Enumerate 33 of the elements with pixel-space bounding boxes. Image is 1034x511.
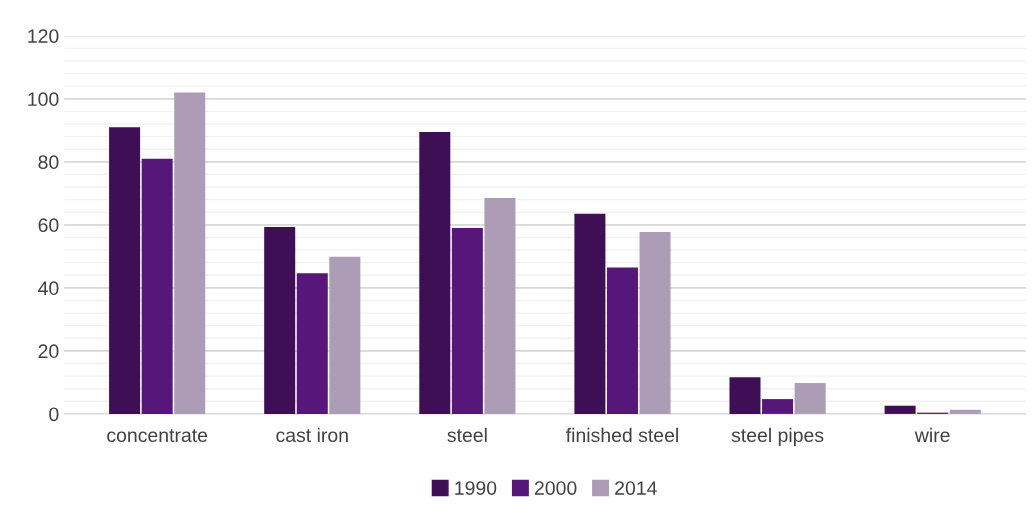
bar: [574, 213, 606, 414]
bar: [264, 227, 296, 414]
y-tick-label: 100: [28, 92, 59, 107]
bar: [729, 377, 761, 414]
y-tick-label: 20: [38, 344, 59, 359]
bar: [141, 158, 173, 414]
legend-label: 1990: [455, 481, 497, 495]
bar: [484, 198, 516, 414]
x-tick-label: finished steel: [566, 427, 678, 443]
y-tick-label: 80: [38, 155, 59, 170]
y-tick-label: 40: [38, 281, 59, 296]
bar: [109, 127, 141, 414]
y-tick-label: 120: [28, 29, 59, 44]
y-tick-label: 0: [49, 407, 59, 422]
bar: [329, 256, 361, 414]
legend-label: 2014: [615, 481, 657, 495]
x-tick-label: wire: [914, 427, 950, 443]
legend-label: 2000: [534, 481, 577, 495]
bar: [174, 92, 206, 414]
bar: [451, 227, 483, 414]
bar: [884, 405, 916, 414]
x-tick-label: steel: [447, 427, 487, 443]
bar: [419, 131, 451, 414]
bar: [296, 273, 328, 414]
x-tick-label: cast iron: [276, 427, 348, 443]
bar: [794, 383, 826, 414]
y-tick-label: 60: [38, 218, 59, 233]
bar: [949, 409, 981, 414]
bar: [762, 399, 794, 414]
bar: [606, 267, 638, 414]
bar: [639, 232, 671, 414]
x-tick-label: concentrate: [107, 429, 208, 443]
x-tick-label: steel pipes: [731, 427, 824, 446]
